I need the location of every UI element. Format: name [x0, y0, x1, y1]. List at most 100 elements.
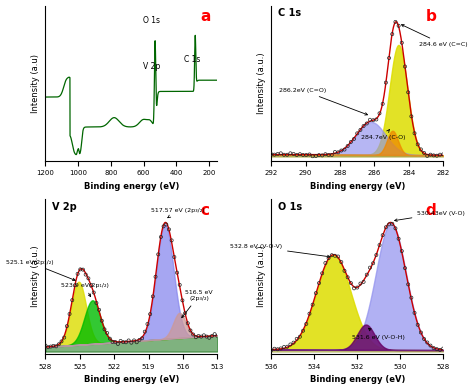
- Point: [385, 55, 393, 61]
- Point: [44, 344, 52, 350]
- Point: [319, 152, 326, 159]
- Point: [433, 152, 441, 159]
- Point: [111, 339, 119, 345]
- Point: [420, 336, 428, 342]
- Point: [369, 260, 377, 266]
- Point: [106, 335, 114, 342]
- Point: [293, 152, 301, 158]
- Point: [389, 31, 396, 37]
- Point: [315, 280, 323, 286]
- Point: [55, 341, 63, 347]
- Point: [63, 323, 71, 329]
- Text: a: a: [200, 9, 210, 24]
- Point: [277, 150, 284, 156]
- Point: [373, 116, 380, 122]
- Point: [92, 300, 100, 306]
- Point: [427, 342, 434, 349]
- Point: [382, 80, 390, 86]
- Point: [392, 225, 399, 231]
- Point: [423, 339, 431, 346]
- Point: [274, 151, 282, 157]
- Text: 530.43eV (V-O): 530.43eV (V-O): [395, 211, 465, 222]
- Point: [181, 310, 189, 316]
- Point: [189, 332, 197, 338]
- Point: [315, 152, 323, 158]
- Point: [366, 264, 374, 271]
- Text: d: d: [426, 202, 437, 218]
- Point: [430, 345, 438, 351]
- Point: [439, 151, 447, 158]
- Point: [417, 330, 425, 336]
- Text: b: b: [426, 9, 437, 24]
- Point: [354, 130, 361, 136]
- Point: [373, 252, 380, 258]
- Point: [109, 339, 116, 345]
- Point: [283, 344, 291, 350]
- X-axis label: Binding energy (eV): Binding energy (eV): [310, 376, 405, 385]
- Y-axis label: Intensity (a.u.): Intensity (a.u.): [257, 52, 266, 114]
- Point: [117, 338, 124, 344]
- Point: [366, 117, 374, 123]
- Point: [325, 255, 332, 261]
- Point: [344, 143, 351, 149]
- Point: [427, 152, 434, 158]
- Point: [74, 271, 82, 277]
- Point: [155, 251, 162, 257]
- Point: [398, 248, 406, 254]
- Point: [200, 332, 208, 339]
- Point: [414, 141, 421, 147]
- Point: [299, 328, 307, 334]
- Text: c: c: [201, 202, 210, 218]
- Point: [408, 294, 415, 301]
- Point: [58, 338, 65, 344]
- Point: [173, 269, 181, 276]
- Text: V 2p: V 2p: [52, 202, 77, 212]
- Point: [395, 23, 402, 29]
- Point: [337, 147, 345, 154]
- Text: 516.5 eV
(2p₃/₂): 516.5 eV (2p₃/₂): [182, 290, 213, 318]
- Point: [68, 297, 76, 303]
- Point: [208, 333, 216, 339]
- Point: [66, 311, 73, 317]
- Point: [98, 317, 106, 324]
- Text: 525.1 eV(2p₁/₂): 525.1 eV(2p₁/₂): [6, 260, 75, 280]
- Point: [138, 335, 146, 341]
- Point: [42, 342, 49, 349]
- Point: [420, 150, 428, 156]
- Point: [157, 234, 164, 240]
- Point: [312, 290, 319, 296]
- Point: [379, 232, 386, 238]
- Point: [382, 224, 390, 230]
- Text: V 2p: V 2p: [143, 62, 161, 71]
- Point: [197, 333, 205, 340]
- Text: 517.57 eV (2p₃/₂): 517.57 eV (2p₃/₂): [151, 208, 204, 218]
- Point: [125, 337, 132, 344]
- Point: [395, 236, 402, 242]
- Point: [385, 221, 393, 227]
- Point: [337, 259, 345, 265]
- Point: [328, 152, 336, 158]
- Point: [392, 19, 399, 25]
- Point: [398, 40, 406, 46]
- Text: 286.2eV (C=O): 286.2eV (C=O): [279, 88, 367, 115]
- Text: O 1s: O 1s: [278, 202, 302, 212]
- Point: [283, 152, 291, 158]
- Point: [95, 307, 103, 313]
- Point: [274, 346, 282, 353]
- Point: [290, 340, 297, 346]
- Point: [290, 151, 297, 157]
- Point: [347, 139, 355, 145]
- Point: [350, 285, 358, 291]
- Point: [168, 237, 175, 243]
- Point: [360, 123, 367, 129]
- Point: [50, 343, 57, 349]
- Point: [271, 346, 278, 352]
- Text: 523.9 eV(2p₁/₂): 523.9 eV(2p₁/₂): [61, 283, 109, 297]
- Point: [60, 335, 68, 341]
- Point: [184, 320, 191, 326]
- Point: [331, 149, 339, 155]
- Point: [90, 289, 98, 296]
- Point: [430, 152, 438, 158]
- Point: [411, 310, 419, 316]
- Point: [328, 252, 336, 258]
